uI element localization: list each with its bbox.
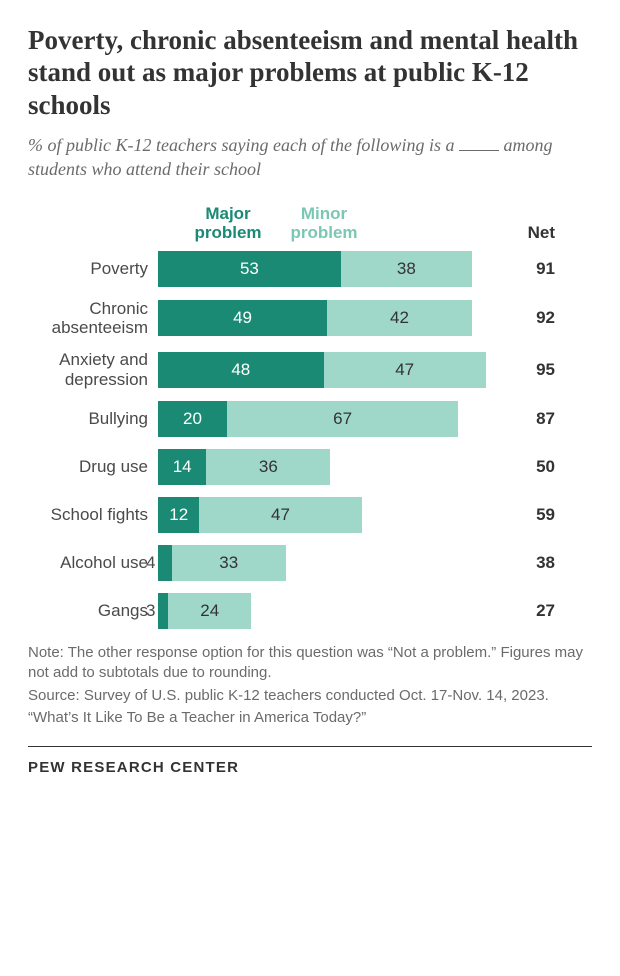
bar-value-major: 4 xyxy=(146,553,155,573)
subtitle-prefix: % of public K-12 teachers saying each of… xyxy=(28,135,459,155)
bar-segment-major: 4 xyxy=(158,545,172,581)
chart-row: Drug use 14 36 50 xyxy=(28,449,592,485)
net-value: 92 xyxy=(503,308,559,328)
bar-segment-major: 14 xyxy=(158,449,206,485)
net-value: 38 xyxy=(503,553,559,573)
legend-net: Net xyxy=(503,223,559,243)
bar-value-minor: 47 xyxy=(271,505,290,525)
bar-area: 4 33 xyxy=(158,545,503,581)
bar-segment-major: 49 xyxy=(158,300,327,336)
bar-segment-major: 3 xyxy=(158,593,168,629)
bar-segment-minor: 33 xyxy=(172,545,286,581)
bar-value-major: 20 xyxy=(183,409,202,429)
row-label: Poverty xyxy=(28,259,158,279)
bar-segment-major: 12 xyxy=(158,497,199,533)
net-value: 95 xyxy=(503,360,559,380)
bar-value-minor: 42 xyxy=(390,308,409,328)
bar-value-minor: 47 xyxy=(395,360,414,380)
bar-segment-minor: 67 xyxy=(227,401,458,437)
bar-area: 12 47 xyxy=(158,497,503,533)
row-label: Drug use xyxy=(28,457,158,477)
bar-value-minor: 67 xyxy=(333,409,352,429)
chart-rows: Poverty 53 38 91 Chronic absenteeism 49 42 92 An… xyxy=(28,251,592,629)
bar-value-minor: 36 xyxy=(259,457,278,477)
row-label: Anxiety and depression xyxy=(28,350,158,389)
bar-value-major: 3 xyxy=(146,601,155,621)
bar-segment-major: 53 xyxy=(158,251,341,287)
net-value: 59 xyxy=(503,505,559,525)
bar-value-major: 12 xyxy=(169,505,188,525)
chart-row: Alcohol use4 33 38 xyxy=(28,545,592,581)
bar-area: 49 42 xyxy=(158,300,503,336)
net-value: 91 xyxy=(503,259,559,279)
row-label: Chronic absenteeism xyxy=(28,299,158,338)
divider xyxy=(28,746,592,747)
bar-value-minor: 38 xyxy=(397,259,416,279)
bar-value-minor: 24 xyxy=(200,601,219,621)
legend-major: Major problem xyxy=(188,204,268,243)
chart-title: Poverty, chronic absenteeism and mental … xyxy=(28,24,592,121)
bar-segment-minor: 24 xyxy=(168,593,251,629)
bar-value-major: 48 xyxy=(231,360,250,380)
bar-value-major: 14 xyxy=(173,457,192,477)
net-value: 27 xyxy=(503,601,559,621)
net-value: 50 xyxy=(503,457,559,477)
bar-area: 3 24 xyxy=(158,593,503,629)
legend-row: Major problem Minor problem Net xyxy=(28,204,592,243)
bar-segment-minor: 38 xyxy=(341,251,472,287)
chart-row: School fights 12 47 59 xyxy=(28,497,592,533)
report-title-quote: “What’s It Like To Be a Teacher in Ameri… xyxy=(28,708,592,728)
row-label: Gangs xyxy=(28,601,158,621)
bar-segment-major: 20 xyxy=(158,401,227,437)
bar-area: 2067 xyxy=(158,401,503,437)
net-value: 87 xyxy=(503,409,559,429)
chart-row: Bullying206787 xyxy=(28,401,592,437)
bar-segment-minor: 47 xyxy=(324,352,486,388)
bar-area: 48 47 xyxy=(158,352,503,388)
bar-value-minor: 33 xyxy=(219,553,238,573)
chart-subtitle: % of public K-12 teachers saying each of… xyxy=(28,133,592,182)
subtitle-blank xyxy=(459,135,499,151)
row-label: School fights xyxy=(28,505,158,525)
chart-row: Anxiety and depression 48 47 95 xyxy=(28,350,592,389)
source-line: Source: Survey of U.S. public K-12 teach… xyxy=(28,686,592,706)
bar-segment-major: 48 xyxy=(158,352,324,388)
bar-value-major: 49 xyxy=(233,308,252,328)
bar-area: 53 38 xyxy=(158,251,503,287)
chart-row: Gangs3 24 27 xyxy=(28,593,592,629)
legend-bars: Major problem Minor problem xyxy=(158,204,503,243)
row-label: Alcohol use xyxy=(28,553,158,573)
chart-row: Poverty 53 38 91 xyxy=(28,251,592,287)
bar-value-major: 53 xyxy=(240,259,259,279)
legend-minor: Minor problem xyxy=(284,204,364,243)
footnote: Note: The other response option for this… xyxy=(28,643,592,684)
bar-segment-minor: 47 xyxy=(199,497,361,533)
chart-row: Chronic absenteeism 49 42 92 xyxy=(28,299,592,338)
bar-area: 14 36 xyxy=(158,449,503,485)
row-label: Bullying xyxy=(28,409,158,429)
publisher-logo: PEW RESEARCH CENTER xyxy=(28,759,592,776)
stacked-bar-chart: Major problem Minor problem Net Poverty5… xyxy=(28,204,592,629)
bar-segment-minor: 36 xyxy=(206,449,330,485)
bar-segment-minor: 42 xyxy=(327,300,472,336)
